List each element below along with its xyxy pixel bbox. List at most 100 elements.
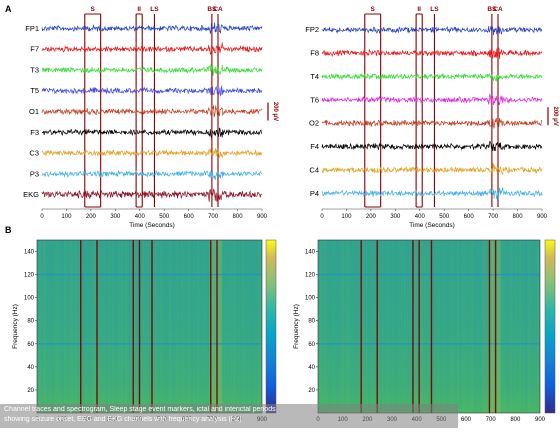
marker-label-bs: BS (207, 6, 217, 13)
trace-f8 (321, 47, 543, 59)
event-marker-s: S (84, 6, 102, 208)
channel-label-o1: O1 (29, 107, 39, 116)
event-marker-ii: II (135, 6, 143, 208)
x-axis: 0 100 200 300 400 500 600 700 800 900 Time (Second… (40, 208, 268, 229)
x-tick-label: 700 (208, 214, 219, 220)
channel-label-ekg: EKG (23, 190, 39, 199)
x-axis-title: Time (Seconds) (409, 222, 455, 229)
x-tick-label: 400 (135, 214, 146, 220)
y-tick-label: 80 (27, 319, 34, 325)
spectrogram-area (37, 240, 262, 413)
scale-bar: 200 μV (547, 106, 558, 126)
channel-label-t5: T5 (30, 86, 39, 95)
x-tick-label: 0 (320, 214, 324, 220)
marker-label-ls: LS (150, 6, 159, 13)
spectrogram-texture (318, 240, 539, 413)
x-tick-label: 800 (513, 214, 524, 220)
x-tick-label: 800 (510, 417, 521, 423)
y-tick-label: 120 (305, 273, 316, 279)
trace-fp1 (41, 22, 263, 34)
x-tick-label: 600 (184, 214, 195, 220)
x-tick-label: 0 (40, 214, 44, 220)
spectrogram-texture (37, 240, 263, 413)
caption-line-2: showing seizure onset, EEG and EKG chann… (4, 416, 242, 423)
x-tick-label: 900 (257, 214, 268, 220)
trace-f4 (321, 140, 543, 152)
marker-label-ls: LS (430, 6, 439, 13)
trace-o1 (41, 105, 263, 118)
channel-label-p4: P4 (310, 189, 319, 198)
panel-b-label: B (5, 225, 12, 235)
y-tick-label: 140 (305, 250, 316, 256)
event-marker-s: S (364, 6, 382, 208)
channel-label-t3: T3 (30, 65, 39, 74)
channel-label-c4: C4 (309, 165, 319, 174)
x-tick-label: 200 (366, 214, 377, 220)
marker-label-ca: CA (213, 6, 223, 13)
marker-label-s: S (371, 6, 376, 13)
marker-label-ii: II (417, 6, 421, 13)
y-axis: 20 40 60 80 100 120 140 Frequency (Hz) (293, 250, 318, 394)
channel-label-f3: F3 (30, 128, 39, 137)
channel-label-f4: F4 (310, 142, 319, 151)
scale-bar-label: 200 μV (552, 106, 558, 125)
caption-line-1: Channel traces and spectrogram, Sleep st… (4, 406, 276, 413)
channel-label-t4: T4 (310, 72, 319, 81)
y-tick-label: 140 (24, 250, 35, 256)
x-tick-label: 600 (461, 417, 472, 423)
event-marker-ca: CA (493, 6, 503, 207)
y-tick-label: 100 (305, 296, 316, 302)
panel-a-label: A (5, 4, 12, 14)
channel-label-c3: C3 (29, 149, 39, 158)
colorbar (265, 239, 277, 414)
x-tick-label: 600 (464, 214, 475, 220)
marker-label-s: S (91, 6, 96, 13)
y-axis-title: Frequency (Hz) (293, 304, 300, 349)
scale-bar: 200 μV (267, 102, 278, 121)
event-marker-ls: LS (430, 6, 439, 207)
y-tick-label: 60 (308, 342, 315, 348)
trace-o2 (321, 117, 543, 129)
y-axis-title: Frequency (Hz) (12, 304, 19, 349)
channel-label-f7: F7 (30, 45, 39, 54)
scale-bar-label: 200 μV (272, 102, 278, 121)
y-tick-label: 60 (27, 342, 34, 348)
trace-fp2 (321, 25, 543, 36)
trace-c4 (321, 162, 543, 176)
x-tick-label: 900 (535, 417, 546, 423)
x-axis-title: Time (Seconds) (129, 222, 175, 229)
y-tick-label: 40 (308, 365, 315, 371)
y-tick-label: 80 (308, 319, 315, 325)
y-tick-label: 20 (308, 388, 315, 394)
x-tick-label: 300 (390, 214, 401, 220)
x-tick-label: 200 (86, 214, 97, 220)
y-axis: 20 40 60 80 100 120 140 Frequency (Hz) (12, 250, 37, 394)
x-tick-label: 900 (537, 214, 548, 220)
x-tick-label: 300 (110, 214, 121, 220)
channel-label-fp2: FP2 (305, 25, 319, 34)
trace-p4 (321, 187, 543, 200)
channel-label-t6: T6 (310, 95, 319, 104)
channel-label-o2: O2 (309, 119, 319, 128)
trace-ekg (41, 188, 263, 202)
y-tick-label: 40 (27, 365, 34, 371)
x-tick-label: 700 (486, 417, 497, 423)
x-tick-label: 500 (159, 214, 170, 220)
spectrogram-area (318, 240, 540, 413)
y-tick-label: 120 (24, 273, 35, 279)
trace-c3 (41, 148, 263, 159)
trace-f3 (41, 127, 263, 139)
channel-label-f8: F8 (310, 49, 319, 58)
event-marker-bs: BS (487, 6, 497, 207)
event-marker-ii: II (415, 6, 423, 208)
marker-label-ca: CA (493, 6, 503, 13)
colorbar (544, 239, 556, 414)
caption-overlay: Channel traces and spectrogram, Sleep st… (0, 404, 458, 428)
event-marker-ls: LS (150, 6, 159, 207)
x-tick-label: 100 (341, 214, 352, 220)
y-tick-label: 100 (24, 296, 35, 302)
x-tick-label: 700 (488, 214, 499, 220)
